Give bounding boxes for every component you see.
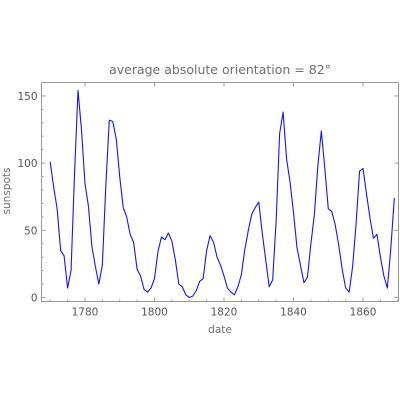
y-tick-label: 0 [31, 292, 38, 304]
plot-frame [41, 82, 399, 302]
x-axis-label: date [208, 324, 232, 336]
series-layer [49, 90, 395, 299]
y-tick-label: 50 [24, 225, 37, 237]
x-tick-label: 1860 [350, 307, 377, 319]
y-tick-label: 150 [17, 91, 37, 103]
x-tick-label: 1840 [280, 307, 307, 319]
y-axis-label: sunspots [1, 168, 13, 215]
x-tick-label: 1800 [141, 307, 168, 319]
y-tick-label: 100 [17, 158, 37, 170]
sunspots-series-line [49, 90, 395, 299]
x-tick-label: 1780 [72, 307, 99, 319]
x-tick-label: 1820 [211, 307, 238, 319]
chart-title: average absolute orientation = 82° [109, 62, 331, 77]
x-axis: 1780 1800 1820 1840 1860 [49, 82, 399, 319]
y-axis: 0 50 100 150 [17, 91, 399, 304]
